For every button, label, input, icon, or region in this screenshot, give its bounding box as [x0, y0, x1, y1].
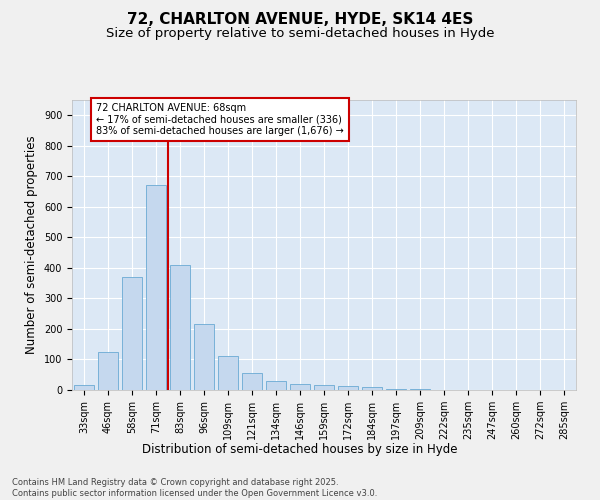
- Bar: [146, 186, 166, 390]
- Bar: [194, 324, 214, 390]
- Bar: [266, 381, 286, 390]
- Bar: [290, 384, 310, 390]
- Text: Size of property relative to semi-detached houses in Hyde: Size of property relative to semi-detach…: [106, 28, 494, 40]
- Bar: [170, 265, 190, 390]
- Text: Contains HM Land Registry data © Crown copyright and database right 2025.
Contai: Contains HM Land Registry data © Crown c…: [12, 478, 377, 498]
- Bar: [338, 386, 358, 390]
- Text: Distribution of semi-detached houses by size in Hyde: Distribution of semi-detached houses by …: [142, 442, 458, 456]
- Bar: [314, 386, 334, 390]
- Bar: [122, 277, 142, 390]
- Text: 72, CHARLTON AVENUE, HYDE, SK14 4ES: 72, CHARLTON AVENUE, HYDE, SK14 4ES: [127, 12, 473, 28]
- Text: 72 CHARLTON AVENUE: 68sqm
← 17% of semi-detached houses are smaller (336)
83% of: 72 CHARLTON AVENUE: 68sqm ← 17% of semi-…: [96, 103, 344, 136]
- Bar: [242, 373, 262, 390]
- Bar: [218, 356, 238, 390]
- Bar: [98, 352, 118, 390]
- Bar: [386, 389, 406, 390]
- Y-axis label: Number of semi-detached properties: Number of semi-detached properties: [25, 136, 38, 354]
- Bar: [362, 387, 382, 390]
- Bar: [74, 386, 94, 390]
